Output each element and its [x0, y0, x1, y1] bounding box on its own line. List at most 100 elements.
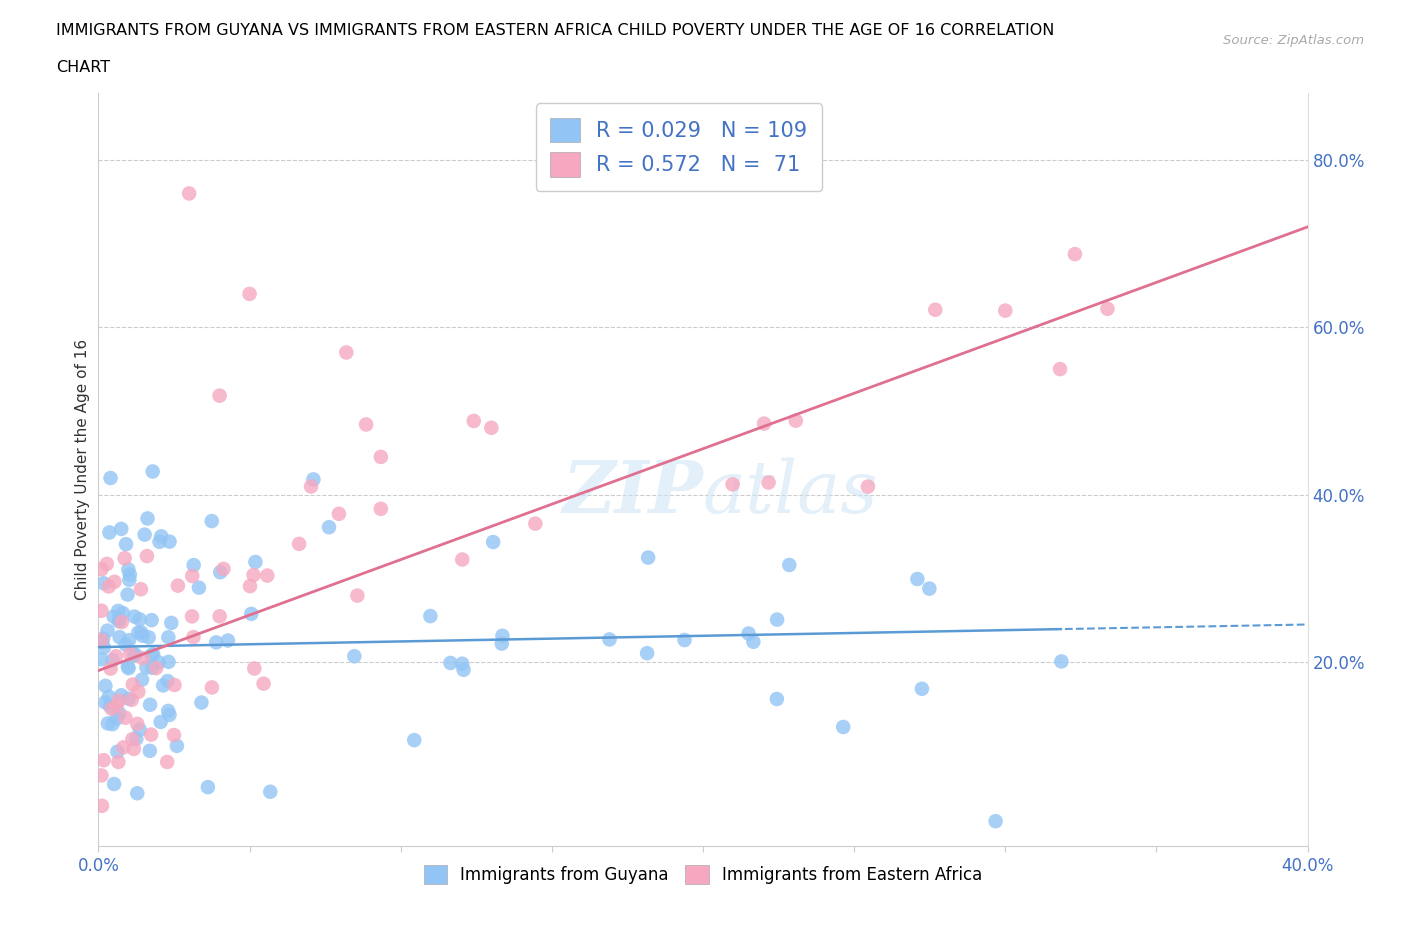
Point	[97, 716, 120, 731]
Point	[90, 652, 112, 667]
Point	[240, 606, 263, 621]
Point	[121, 732, 143, 747]
Point	[150, 529, 173, 544]
Point	[156, 754, 179, 769]
Point	[721, 477, 744, 492]
Point	[121, 677, 143, 692]
Point	[131, 672, 153, 687]
Point	[918, 581, 941, 596]
Text: Source: ZipAtlas.com: Source: ZipAtlas.com	[1223, 34, 1364, 47]
Point	[141, 613, 163, 628]
Point	[209, 565, 232, 579]
Point	[1064, 246, 1087, 261]
Point	[463, 414, 485, 429]
Point	[766, 692, 789, 707]
Point	[90, 562, 112, 577]
Point	[259, 784, 281, 799]
Point	[201, 513, 224, 528]
Point	[129, 625, 152, 640]
Text: CHART: CHART	[56, 60, 110, 75]
Point	[924, 302, 946, 317]
Point	[208, 388, 231, 403]
Point	[128, 612, 150, 627]
Text: ZIP: ZIP	[562, 457, 703, 527]
Point	[108, 693, 131, 708]
Point	[117, 661, 139, 676]
Point	[122, 741, 145, 756]
Point	[101, 717, 124, 732]
Point	[90, 768, 112, 783]
Point	[118, 632, 141, 647]
Point	[288, 537, 311, 551]
Point	[101, 653, 124, 668]
Point	[98, 698, 121, 713]
Point	[142, 647, 165, 662]
Point	[149, 714, 172, 729]
Point	[118, 572, 141, 587]
Point	[110, 688, 132, 703]
Point	[90, 634, 112, 649]
Point	[911, 682, 934, 697]
Point	[491, 629, 513, 644]
Point	[752, 416, 775, 431]
Point	[105, 698, 128, 713]
Point	[114, 711, 136, 725]
Point	[239, 286, 262, 301]
Point	[187, 580, 209, 595]
Point	[103, 575, 125, 590]
Point	[103, 609, 125, 624]
Point	[128, 723, 150, 737]
Text: IMMIGRANTS FROM GUYANA VS IMMIGRANTS FROM EASTERN AFRICA CHILD POVERTY UNDER THE: IMMIGRANTS FROM GUYANA VS IMMIGRANTS FRO…	[56, 23, 1054, 38]
Point	[994, 303, 1017, 318]
Point	[127, 684, 149, 699]
Point	[318, 520, 340, 535]
Point	[404, 733, 426, 748]
Point	[110, 522, 132, 537]
Point	[1097, 301, 1119, 316]
Point	[252, 676, 274, 691]
Point	[91, 631, 114, 646]
Point	[256, 568, 278, 583]
Point	[766, 612, 789, 627]
Point	[93, 752, 115, 767]
Point	[105, 711, 128, 726]
Point	[114, 551, 136, 565]
Text: atlas: atlas	[703, 457, 879, 527]
Point	[453, 662, 475, 677]
Point	[212, 562, 235, 577]
Point	[245, 554, 267, 569]
Point	[190, 695, 212, 710]
Point	[179, 186, 201, 201]
Point	[524, 516, 547, 531]
Point	[93, 576, 115, 591]
Point	[91, 798, 114, 813]
Point	[97, 689, 120, 704]
Point	[201, 680, 224, 695]
Point	[183, 630, 205, 644]
Point	[239, 578, 262, 593]
Point	[482, 535, 505, 550]
Point	[157, 655, 180, 670]
Point	[117, 659, 139, 674]
Point	[370, 449, 392, 464]
Point	[114, 637, 136, 652]
Point	[96, 623, 118, 638]
Point	[117, 562, 139, 577]
Point	[598, 632, 620, 647]
Point	[121, 693, 143, 708]
Point	[90, 632, 112, 647]
Point	[129, 582, 152, 597]
Point	[124, 609, 146, 624]
Point	[105, 649, 128, 664]
Point	[103, 777, 125, 791]
Point	[242, 567, 264, 582]
Point	[167, 578, 190, 593]
Y-axis label: Child Poverty Under the Age of 16: Child Poverty Under the Age of 16	[75, 339, 90, 600]
Point	[148, 535, 170, 550]
Point	[785, 413, 807, 428]
Point	[131, 629, 153, 644]
Point	[451, 552, 474, 567]
Point	[984, 814, 1007, 829]
Point	[118, 691, 141, 706]
Point	[108, 706, 131, 721]
